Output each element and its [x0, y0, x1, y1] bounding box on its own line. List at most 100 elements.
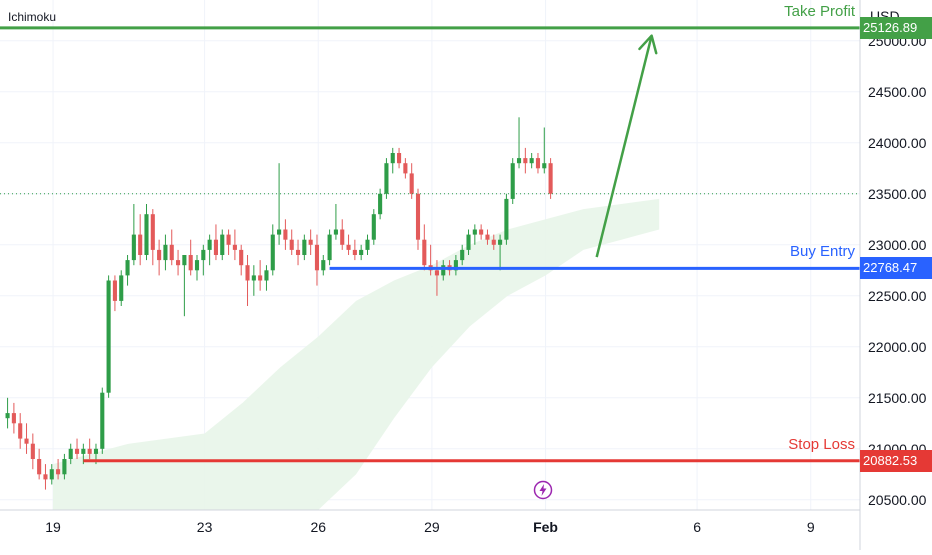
arrow-head	[638, 34, 658, 55]
candle-body	[163, 244, 168, 261]
x-tick-label: 29	[424, 519, 440, 535]
lightning-bolt-icon[interactable]	[533, 480, 553, 500]
candle-body	[182, 255, 187, 266]
candle-body	[245, 265, 250, 281]
y-tick-label: 21500.00	[868, 390, 927, 406]
candle-body	[308, 239, 313, 245]
candle-body	[510, 163, 515, 199]
x-tick-label: 9	[807, 519, 815, 535]
grid	[0, 0, 860, 510]
candle-body	[74, 448, 80, 454]
candle-body	[188, 255, 193, 271]
candle-body	[258, 275, 263, 281]
candle-body	[498, 239, 503, 245]
candle-body	[112, 280, 117, 301]
take-profit-label: Take Profit	[784, 2, 855, 20]
candle-body	[56, 469, 61, 475]
arrow-shaft	[595, 35, 653, 258]
y-tick-label: 24500.00	[868, 84, 927, 100]
candle-body	[176, 260, 181, 266]
candle-body	[466, 234, 471, 250]
candle-body	[327, 234, 332, 261]
candle-body	[49, 469, 54, 480]
candle-body	[491, 239, 496, 245]
candle-body	[81, 448, 86, 454]
candle-body	[100, 392, 105, 449]
candle-body	[264, 270, 269, 281]
buy-entry-label: Buy Entry	[789, 243, 855, 261]
candle-body	[340, 229, 345, 245]
y-tick-label: 23500.00	[868, 186, 927, 202]
candle-body	[24, 438, 29, 444]
take-profit-price-badge: 25126.89	[860, 16, 932, 39]
candle-body	[157, 249, 162, 261]
candle-body	[150, 214, 155, 250]
candle-body	[516, 158, 522, 164]
candle-body	[346, 244, 351, 250]
candle-body	[535, 158, 541, 169]
x-tick-label: 6	[693, 519, 701, 535]
candle-body	[37, 459, 42, 475]
candle-body	[314, 244, 320, 271]
y-tick-label: 24000.00	[868, 135, 927, 151]
candle-body	[226, 234, 231, 245]
candle-body	[207, 239, 212, 250]
candle-body	[504, 198, 509, 240]
candle-body	[403, 163, 408, 174]
ichimoku-cloud	[53, 198, 660, 510]
candle-body	[302, 239, 307, 255]
candle-body	[11, 413, 16, 424]
candle-body	[62, 459, 67, 475]
candle-body	[251, 275, 256, 281]
candle-body	[321, 260, 326, 271]
candle-body	[485, 234, 490, 240]
candle-body	[169, 244, 174, 261]
candle-body	[18, 423, 23, 439]
candle-body	[390, 153, 395, 164]
indicator-label[interactable]: Ichimoku	[8, 10, 57, 24]
candle-body	[289, 239, 294, 250]
price-levels	[0, 26, 860, 463]
y-tick-label: 20500.00	[868, 492, 927, 508]
x-tick-label: 26	[310, 519, 326, 535]
candle-body	[542, 163, 547, 169]
candle-body	[529, 158, 534, 164]
candle-body	[213, 239, 218, 255]
candle-body	[232, 244, 237, 250]
candles	[5, 117, 553, 490]
candle-body	[384, 163, 389, 194]
candle-body	[378, 193, 383, 215]
candle-body	[283, 229, 288, 240]
candle-body	[5, 413, 10, 419]
candle-body	[68, 448, 73, 459]
x-tick-label: 19	[45, 519, 61, 535]
candle-body	[125, 260, 130, 276]
candle-body	[119, 275, 124, 301]
candle-body	[453, 260, 458, 271]
candle-body	[352, 249, 357, 255]
candle-body	[144, 214, 149, 255]
candle-body	[131, 234, 136, 261]
candle-body	[365, 239, 370, 250]
candle-body	[371, 214, 376, 240]
candle-body	[93, 448, 99, 454]
candle-body	[239, 249, 244, 266]
y-tick-label: 22000.00	[868, 339, 927, 355]
candle-body	[523, 158, 528, 164]
candle-body	[460, 249, 465, 261]
candle-body	[220, 234, 225, 255]
stop-loss-price-badge: 20882.53	[860, 449, 932, 472]
candle-body	[87, 448, 92, 454]
candle-body	[295, 249, 301, 255]
y-tick-label: 23000.00	[868, 237, 927, 253]
candle-body	[30, 443, 35, 459]
candle-body	[479, 229, 484, 235]
candle-body	[422, 239, 427, 266]
stop-loss-label: Stop Loss	[788, 435, 855, 453]
candle-body	[201, 249, 206, 261]
candle-body	[138, 234, 143, 255]
candle-body	[333, 229, 338, 235]
candle-body	[106, 280, 111, 393]
